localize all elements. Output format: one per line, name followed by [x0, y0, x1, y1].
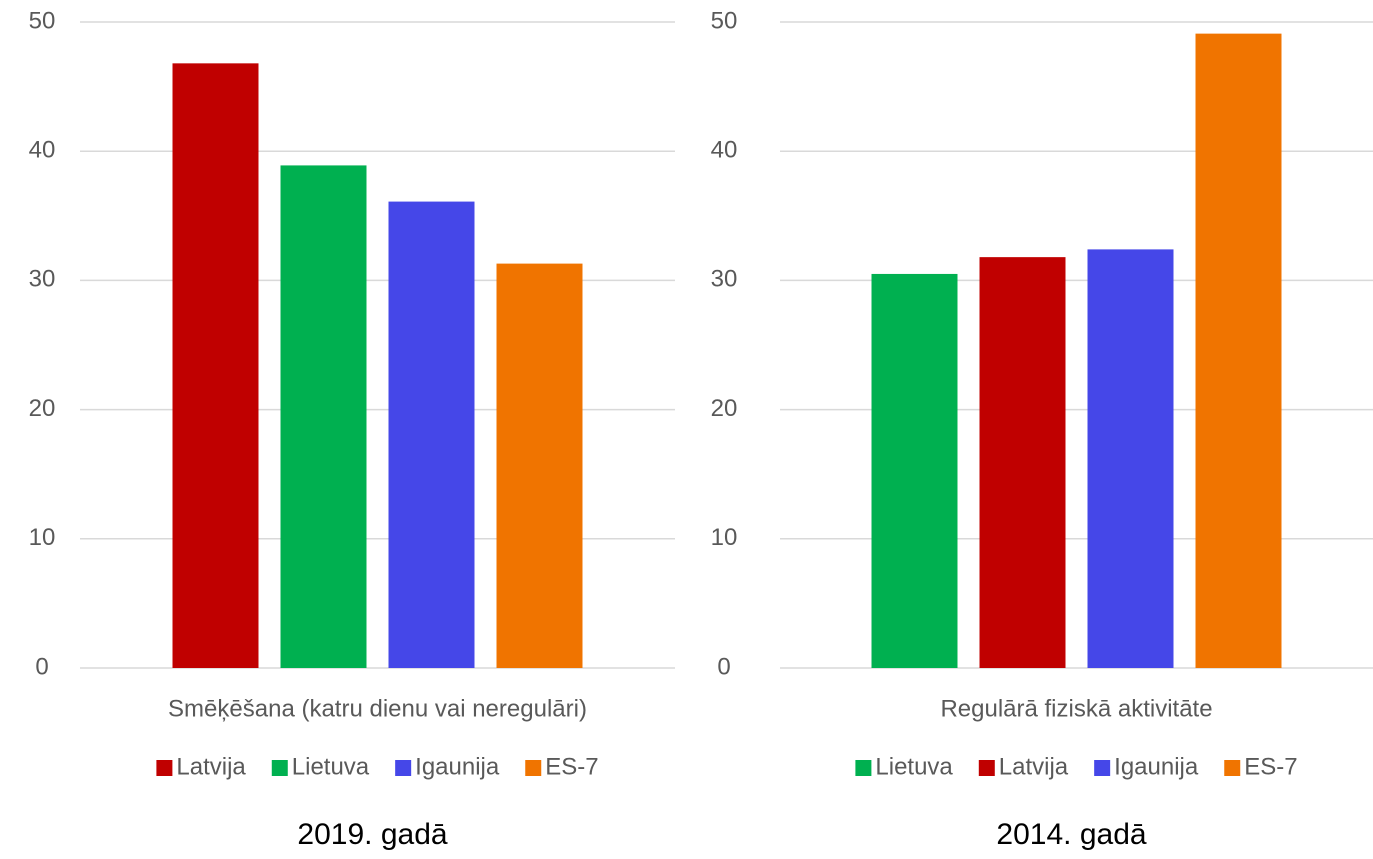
y-tick-label: 40 — [29, 137, 56, 164]
y-tick-label: 10 — [29, 524, 56, 551]
y-tick-label: 50 — [29, 7, 56, 34]
y-tick-label: 0 — [35, 653, 48, 680]
legend-swatch — [156, 760, 173, 776]
legend-swatch — [1224, 760, 1241, 776]
legend-label: Lietuva — [292, 753, 370, 780]
bar — [172, 63, 259, 669]
legend-label: ES-7 — [545, 753, 598, 780]
legend-swatch — [525, 760, 542, 776]
bar — [871, 273, 958, 668]
legend-label: ES-7 — [1244, 753, 1297, 780]
chart-caption: 2014. gadā — [996, 818, 1146, 851]
legend-swatch — [978, 760, 995, 776]
y-tick-label: 20 — [29, 395, 56, 422]
x-tick-label: Smēķēšana (katru dienu vai neregulāri) — [168, 695, 587, 722]
y-tick-label: 10 — [711, 524, 738, 551]
legend-swatch — [1094, 760, 1111, 776]
bar — [1195, 33, 1282, 669]
y-tick-label: 40 — [711, 137, 738, 164]
y-tick-label: 50 — [711, 7, 738, 34]
bar — [496, 263, 583, 668]
y-tick-label: 0 — [717, 653, 730, 680]
legend-label: Latvija — [999, 753, 1069, 780]
y-tick-label: 20 — [711, 395, 738, 422]
legend-label: Lietuva — [875, 753, 953, 780]
legend-swatch — [271, 760, 288, 776]
y-tick-label: 30 — [711, 266, 738, 293]
bar — [388, 201, 475, 668]
legend-swatch — [395, 760, 412, 776]
chart-caption: 2019. gadā — [297, 818, 447, 851]
bar — [1087, 249, 1174, 668]
legend-label: Latvija — [176, 753, 246, 780]
legend-label: Igaunija — [1114, 753, 1199, 780]
y-tick-label: 30 — [29, 266, 56, 293]
x-tick-label: Regulārā fiziskā aktivitāte — [940, 695, 1212, 722]
legend-label: Igaunija — [415, 753, 500, 780]
bar — [280, 165, 367, 669]
legend-swatch — [855, 760, 872, 776]
bar — [979, 257, 1066, 668]
